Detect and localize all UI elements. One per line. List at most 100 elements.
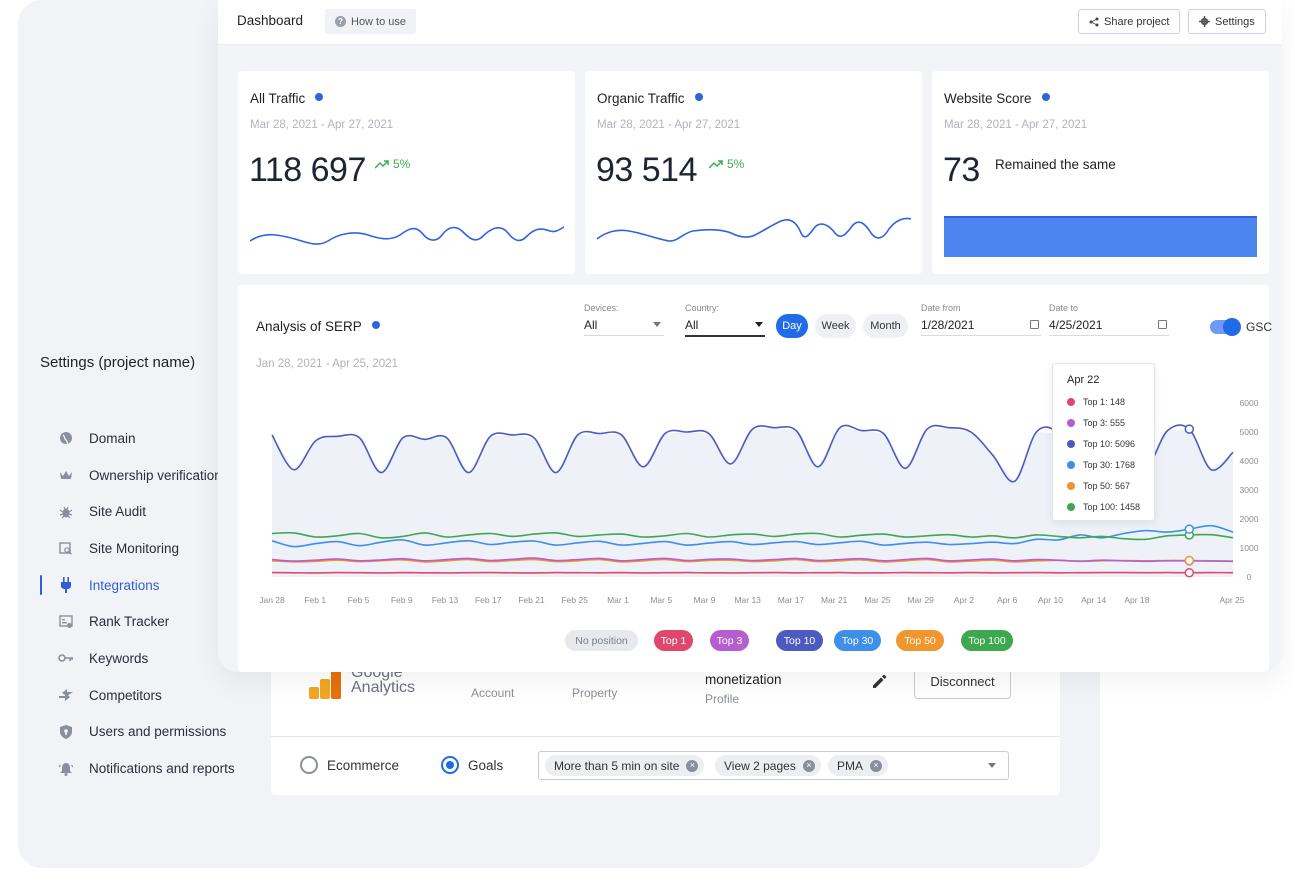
country-select[interactable]: All — [685, 318, 699, 332]
period-month-button[interactable]: Month — [863, 314, 908, 338]
series-color-dot — [1067, 503, 1075, 511]
card-value: 118 697 — [249, 151, 366, 189]
serp-title-text: Analysis of SERP — [256, 319, 362, 334]
goals-multiselect[interactable]: More than 5 min on site × View 2 pages ×… — [538, 751, 1009, 780]
sparkline — [250, 226, 564, 245]
remove-chip-icon[interactable]: × — [686, 759, 699, 772]
series-color-dot — [1067, 482, 1075, 490]
profile-value: monetization — [705, 672, 782, 687]
key-icon — [58, 650, 74, 666]
info-icon[interactable] — [315, 92, 324, 101]
settings-nav: Domain Ownership verification Site Audit Si… — [40, 420, 240, 787]
sidebar-item-label: Site Monitoring — [89, 540, 180, 556]
x-tick-label: Mar 5 — [650, 595, 672, 605]
tooltip-row: Top 50: 567 — [1067, 481, 1130, 491]
sidebar-item-label: Site Audit — [89, 504, 147, 520]
legend-top-3[interactable]: Top 3 — [710, 630, 749, 651]
gsc-label: GSC — [1246, 320, 1273, 334]
how-to-use-label: How to use — [351, 15, 407, 28]
y-tick-label: 3000 — [1240, 485, 1259, 495]
property-label: Property — [572, 686, 618, 700]
info-icon[interactable] — [371, 320, 380, 329]
chevron-down-icon[interactable] — [653, 322, 661, 327]
legend-no-position[interactable]: No position — [565, 630, 638, 651]
x-tick-label: Apr 14 — [1081, 595, 1106, 605]
info-icon[interactable] — [694, 92, 703, 101]
legend-top-100[interactable]: Top 100 — [961, 630, 1013, 651]
how-to-use-button[interactable]: ? How to use — [325, 9, 417, 34]
sidebar-item-notifications-and-reports[interactable]: Notifications and reports — [40, 750, 240, 787]
y-tick-label: 0 — [1247, 572, 1252, 582]
legend-top-1[interactable]: Top 1 — [654, 630, 693, 651]
remove-chip-icon[interactable]: × — [802, 759, 815, 772]
sidebar-item-competitors[interactable]: Competitors — [40, 677, 240, 714]
sidebar-item-integrations[interactable]: Integrations — [40, 567, 240, 604]
goal-chip-label: PMA — [837, 758, 864, 773]
date-from-input[interactable]: 1/28/2021 — [921, 318, 975, 332]
sidebar-item-label: Keywords — [89, 650, 149, 666]
goal-chip: More than 5 min on site × — [545, 755, 705, 776]
radio-ecommerce[interactable]: Ecommerce — [300, 756, 399, 774]
tooltip-date: Apr 22 — [1067, 374, 1100, 386]
pencil-icon[interactable] — [871, 673, 887, 689]
chart-tooltip: Apr 22 Top 1: 148 Top 3: 555 Top 10: 5096 T… — [1052, 363, 1155, 521]
x-tick-label: Mar 17 — [778, 595, 805, 605]
remove-chip-icon[interactable]: × — [870, 759, 883, 772]
x-tick-label: Mar 21 — [821, 595, 848, 605]
series-line-top-30 — [271, 524, 1234, 548]
globe-icon — [58, 430, 74, 446]
x-tick-label: Mar 29 — [907, 595, 934, 605]
card-title-text: All Traffic — [250, 91, 306, 106]
card-date: Mar 28, 2021 - Apr 27, 2021 — [250, 119, 394, 131]
x-tick-label: Apr 2 — [954, 595, 975, 605]
gsc-toggle[interactable] — [1210, 318, 1241, 336]
chevron-down-icon[interactable] — [755, 322, 763, 327]
share-project-button[interactable]: Share project — [1078, 9, 1181, 34]
date-to-input[interactable]: 4/25/2021 — [1049, 318, 1103, 332]
goal-chip: PMA × — [828, 755, 889, 776]
x-tick-label: Apr 25 — [1219, 595, 1244, 605]
sidebar-item-keywords[interactable]: Keywords — [40, 640, 240, 677]
x-tick-label: Feb 13 — [432, 595, 459, 605]
radio-goals[interactable]: Goals — [441, 756, 503, 774]
x-tick-label: Feb 25 — [561, 595, 588, 605]
radio-ecommerce-label: Ecommerce — [327, 757, 400, 773]
card-value: 93 514 — [596, 151, 698, 189]
website-score-card: Website Score Mar 28, 2021 - Apr 27, 202… — [932, 71, 1269, 274]
settings-title: Settings (project name) — [40, 354, 196, 371]
radio-goals-label: Goals — [468, 757, 504, 773]
card-title: Organic Traffic — [597, 91, 703, 106]
sidebar-item-domain[interactable]: Domain — [40, 420, 240, 457]
legend-top-10[interactable]: Top 10 — [776, 630, 823, 651]
card-title: All Traffic — [250, 91, 324, 106]
sidebar-item-ownership-verification[interactable]: Ownership verification — [40, 457, 240, 494]
devices-underline — [584, 335, 664, 336]
trend-change-value: 5% — [393, 157, 411, 171]
x-tick-label: Feb 21 — [518, 595, 545, 605]
period-day-button[interactable]: Day — [776, 314, 808, 338]
sidebar-item-site-audit[interactable]: Site Audit — [40, 493, 240, 530]
google-analytics-logo-icon — [309, 669, 341, 699]
radio-circle[interactable] — [300, 756, 318, 774]
legend-top-50[interactable]: Top 50 — [896, 630, 944, 651]
calendar-icon[interactable] — [1030, 320, 1039, 329]
devices-select[interactable]: All — [584, 318, 598, 332]
chevron-down-icon[interactable] — [988, 763, 996, 768]
card-title: Website Score — [944, 91, 1050, 106]
info-icon[interactable] — [1041, 92, 1050, 101]
calendar-icon[interactable] — [1158, 320, 1167, 329]
share-icon — [1089, 17, 1099, 26]
highlight-point — [1184, 555, 1195, 566]
legend-top-30[interactable]: Top 30 — [834, 630, 881, 651]
bug-icon — [58, 504, 74, 520]
radio-circle-selected[interactable] — [441, 756, 459, 774]
series-line-top-100 — [271, 531, 1234, 541]
x-tick-label: Mar 9 — [694, 595, 716, 605]
sidebar-item-rank-tracker[interactable]: Rank Tracker — [40, 603, 240, 640]
goal-chip-label: View 2 pages — [724, 758, 796, 773]
sidebar-item-users-and-permissions[interactable]: Users and permissions — [40, 714, 240, 751]
profile-label: Profile — [705, 692, 740, 706]
sidebar-item-site-monitoring[interactable]: Site Monitoring — [40, 530, 240, 567]
period-week-button[interactable]: Week — [815, 314, 856, 338]
settings-button[interactable]: Settings — [1188, 9, 1266, 34]
